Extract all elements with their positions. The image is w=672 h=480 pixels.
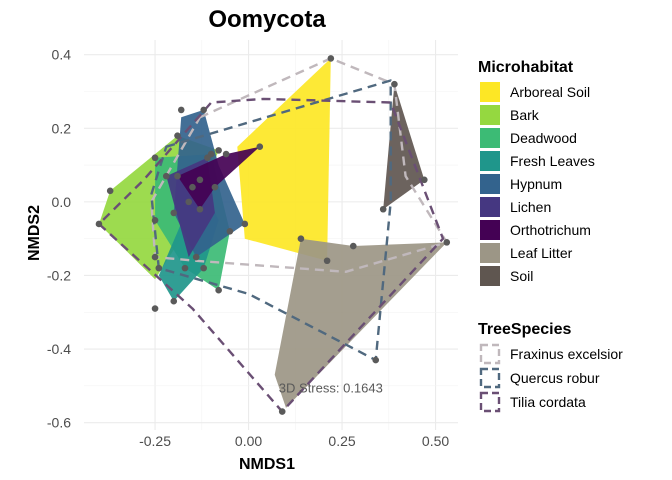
sample-point [155, 264, 163, 272]
legend-swatch-bark [480, 105, 500, 125]
chart-title: Oomycota [208, 6, 326, 33]
sample-point [177, 106, 185, 114]
sample-point [162, 172, 170, 180]
legend-key-tilia-cordata [479, 391, 501, 413]
sample-point [215, 286, 222, 294]
sample-point [372, 356, 380, 364]
sample-point [151, 253, 159, 261]
sample-point [215, 147, 222, 154]
sample-point [226, 228, 234, 235]
x-tick-label: 0.00 [235, 433, 262, 449]
sample-point [241, 220, 249, 228]
sample-point [189, 183, 196, 191]
sample-point [323, 257, 331, 265]
legend-label-arboreal-soil: Arboreal Soil [510, 84, 590, 100]
x-tick-label: 0.50 [422, 433, 449, 449]
legend-swatch-hypnum [480, 174, 500, 194]
sample-point [222, 150, 230, 158]
tree-hull-quercus-robur [150, 79, 392, 362]
y-tick-label: 0.0 [52, 194, 72, 210]
sample-point [185, 198, 193, 206]
sample-point [379, 205, 387, 213]
stress-annotation: 3D Stress: 0.1643 [279, 381, 383, 396]
legend-swatch-orthotrichum [480, 220, 500, 240]
legend-swatch-lichen [480, 197, 500, 217]
axis-ticks: -0.25 0.00 0.25 0.50 -0.6 -0.4 -0.2 0.0 0.2 0.4 [47, 47, 450, 449]
legend-label-tilia-cordata: Tilia cordata [510, 394, 586, 410]
hull-soil [383, 84, 425, 210]
legend-label-quercus-robur: Quercus robur [510, 370, 600, 386]
sample-point [181, 264, 189, 272]
sample-point [95, 220, 103, 228]
sample-point [200, 106, 207, 114]
x-tick-label: -0.25 [139, 433, 171, 449]
legend-label-orthotrichum: Orthotrichum [510, 222, 591, 238]
sample-point [151, 216, 159, 224]
sample-point [200, 264, 207, 272]
legend-key-quercus-robur [479, 367, 501, 389]
tree-hull-fraxinus-excelsior [150, 57, 448, 273]
y-axis-label: NMDS2 [26, 205, 43, 261]
sample-point [192, 253, 200, 261]
x-tick-label: 0.25 [328, 433, 355, 449]
sample-point [297, 235, 305, 242]
sample-point [443, 239, 451, 246]
y-tick-label: 0.4 [52, 47, 72, 63]
y-tick-label: 0.2 [52, 120, 72, 136]
y-tick-label: -0.4 [47, 341, 71, 357]
tree-species-legend: Fraxinus excelsior Quercus robur Tilia cor… [479, 343, 623, 413]
legend-label-hypnum: Hypnum [510, 176, 562, 192]
microhabitat-legend: Arboreal Soil Bark Deadwood Fresh Leaves Hyp… [480, 82, 595, 286]
legend-label-fraxinus-excelsior: Fraxinus excelsior [510, 346, 623, 362]
legend-key-fraxinus-excelsior [479, 343, 501, 365]
legend-label-bark: Bark [510, 107, 540, 123]
legend-label-soil: Soil [510, 268, 533, 284]
tree-species-hulls [97, 57, 448, 413]
sample-point [421, 176, 428, 184]
sample-point [196, 176, 204, 184]
hull-arboreal-soil [237, 58, 331, 261]
sample-point [204, 154, 211, 162]
x-axis-label: NMDS1 [239, 456, 295, 473]
sample-point [256, 143, 264, 150]
sample-point [278, 408, 286, 415]
sample-points [95, 55, 451, 415]
sample-point [170, 297, 178, 305]
tree-legend-title: TreeSpecies [478, 321, 572, 338]
sample-point [174, 132, 181, 139]
sample-point [106, 187, 114, 195]
microhabitat-legend-title: Microhabitat [478, 59, 574, 76]
sample-point [349, 242, 357, 250]
legend-label-deadwood: Deadwood [510, 130, 577, 146]
legend-swatch-fresh-leaves [480, 151, 500, 171]
tree-hull-tilia-cordata [97, 97, 445, 413]
sample-point [211, 183, 219, 191]
legend-label-leaf-litter: Leaf Litter [510, 245, 573, 261]
legend-label-lichen: Lichen [510, 199, 551, 215]
sample-point [196, 205, 204, 213]
sample-point [151, 305, 159, 312]
sample-point [327, 55, 335, 62]
y-tick-label: -0.2 [47, 267, 71, 283]
legend-swatch-arboreal-soil [480, 82, 500, 102]
sample-point [151, 154, 159, 162]
legend-label-fresh-leaves: Fresh Leaves [510, 153, 595, 169]
legend-swatch-soil [480, 266, 500, 286]
legend-swatch-deadwood [480, 128, 500, 148]
sample-point [174, 172, 181, 180]
sample-point [170, 209, 178, 217]
legend-swatch-leaf-litter [480, 243, 500, 263]
y-tick-label: -0.6 [47, 415, 71, 431]
sample-point [391, 80, 398, 88]
hull-orthotrichum [177, 146, 260, 210]
